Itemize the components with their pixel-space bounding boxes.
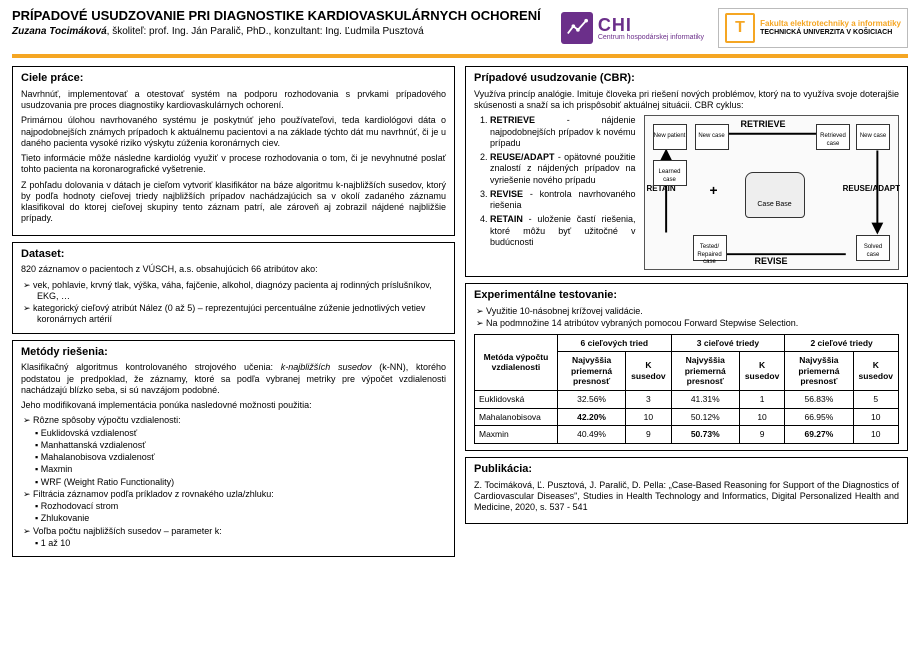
- list-item: RETRIEVE - nájdenie najpodobnejších príp…: [490, 115, 636, 149]
- methods-p2: Jeho modifikovaná implementácia ponúka n…: [21, 400, 446, 411]
- list-item: Využitie 10-násobnej krížovej validácie.: [474, 306, 899, 317]
- right-column: Prípadové usudzovanie (CBR): Využíva pri…: [465, 66, 908, 557]
- list-item: Euklidovská vzdialenosť: [21, 428, 446, 439]
- lbl-revise: REVISE: [755, 256, 788, 267]
- k-list: 1 až 10: [21, 538, 446, 549]
- cbr-body: RETRIEVE - nájdenie najpodobnejších príp…: [474, 115, 899, 270]
- header-text: PRÍPADOVÉ USUDZOVANIE PRI DIAGNOSTIKE KA…: [12, 8, 547, 39]
- methods-options2: Filtrácia záznamov podľa príkladov z rov…: [21, 489, 446, 500]
- chi-sub: Centrum hospodárskej informatiky: [598, 34, 704, 41]
- list-item: REVISE - kontrola navrhovaného riešenia: [490, 189, 636, 212]
- logo-chi: CHI Centrum hospodárskej informatiky: [555, 8, 710, 48]
- lbl-retrieve: RETRIEVE: [741, 119, 786, 130]
- list-item: WRF (Weight Ratio Functionality): [21, 477, 446, 488]
- chi-big: CHI: [598, 16, 704, 34]
- node-retrieved: Retrieved case: [816, 124, 850, 150]
- node-learned: Learned case: [653, 160, 687, 186]
- box-methods: Metódy riešenia: Klasifikačný algoritmus…: [12, 340, 455, 558]
- poster-root: PRÍPADOVÉ USUDZOVANIE PRI DIAGNOSTIKE KA…: [0, 0, 920, 563]
- author-name: Zuzana Tocimáková: [12, 26, 107, 37]
- goals-p4: Z pohľadu dolovania v dátach je cieľom v…: [21, 180, 446, 225]
- node-new: New patient: [653, 124, 687, 150]
- table-row: Mahalanobisova 42.20% 10 50.12% 10 66.95…: [475, 408, 899, 426]
- cbr-heading: Prípadové usudzovanie (CBR):: [474, 72, 899, 86]
- node-casebase: Case Base: [745, 172, 805, 218]
- logo-fei: T Fakulta elektrotechniky a informatiky …: [718, 8, 908, 48]
- accent-rule: [12, 54, 908, 58]
- cbr-intro: Využíva princíp analógie. Imituje človek…: [474, 89, 899, 112]
- fei-icon: T: [725, 13, 755, 43]
- list-item: Filtrácia záznamov podľa príkladov z rov…: [21, 489, 446, 500]
- list-item: Na podmnožine 14 atribútov vybraných pom…: [474, 318, 899, 329]
- list-item: kategorický cieľový atribút Nález (0 až …: [21, 303, 446, 326]
- box-dataset: Dataset: 820 záznamov o pacientoch z VÚS…: [12, 242, 455, 334]
- header: PRÍPADOVÉ USUDZOVANIE PRI DIAGNOSTIKE KA…: [12, 8, 908, 48]
- box-publication: Publikácia: Z. Tocimáková, Ľ. Pusztová, …: [465, 457, 908, 525]
- lbl-reuse: REUSE/ADAPT: [843, 184, 900, 194]
- list-item: Zhlukovanie: [21, 513, 446, 524]
- dataset-intro: 820 záznamov o pacientoch z VÚSCH, a.s. …: [21, 264, 446, 275]
- th-sub: Najvyššia priemerná presnosť: [785, 352, 853, 391]
- node-tested: Tested/ Repaired case: [693, 235, 727, 261]
- goals-heading: Ciele práce:: [21, 72, 446, 86]
- methods-options: Rôzne spôsoby výpočtu vzdialenosti:: [21, 415, 446, 426]
- poster-title: PRÍPADOVÉ USUDZOVANIE PRI DIAGNOSTIKE KA…: [12, 8, 547, 24]
- th-group: 2 cieľové triedy: [785, 334, 899, 352]
- table-row: Maxmin 40.49% 9 50.73% 9 69.27% 10: [475, 426, 899, 444]
- th-sub: Najvyššia priemerná presnosť: [557, 352, 625, 391]
- fei-line2: TECHNICKÁ UNIVERZITA V KOŠICIACH: [760, 29, 901, 37]
- goals-p1: Navrhnúť, implementovať a otestovať syst…: [21, 89, 446, 112]
- list-item: Mahalanobisova vzdialenosť: [21, 452, 446, 463]
- table-row: Euklidovská 32.56% 3 41.31% 1 56.83% 5: [475, 391, 899, 409]
- dataset-heading: Dataset:: [21, 248, 446, 262]
- list-item: vek, pohlavie, krvný tlak, výška, váha, …: [21, 280, 446, 303]
- box-goals: Ciele práce: Navrhnúť, implementovať a o…: [12, 66, 455, 236]
- box-experiments: Experimentálne testovanie: Využitie 10-n…: [465, 283, 908, 451]
- list-item: Rôzne spôsoby výpočtu vzdialenosti:: [21, 415, 446, 426]
- goals-p3: Tieto informácie môže následne kardiológ…: [21, 153, 446, 176]
- cbr-steps: RETRIEVE - nájdenie najpodobnejších príp…: [474, 115, 636, 270]
- cbr-diagram: + RETRIEVE REUSE/ADAPT REVISE RETAIN New…: [644, 115, 900, 270]
- authors-rest: , školiteľ: prof. Ing. Ján Paralič, PhD.…: [107, 26, 424, 37]
- results-table: Metóda výpočtu vzdialenosti 6 cieľových …: [474, 334, 899, 444]
- authors-line: Zuzana Tocimáková, školiteľ: prof. Ing. …: [12, 26, 547, 39]
- methods-p1: Klasifikačný algoritmus kontrolovaného s…: [21, 362, 446, 396]
- list-item: Voľba počtu najbližších susedov – parame…: [21, 526, 446, 537]
- exp-bullets: Využitie 10-násobnej krížovej validácie.…: [474, 306, 899, 330]
- methods-heading: Metódy riešenia:: [21, 346, 446, 360]
- chi-icon: [561, 12, 593, 44]
- th-sub: Najvyššia priemerná presnosť: [671, 352, 739, 391]
- node-solved: Solved case: [856, 235, 890, 261]
- node-newcase: New case: [695, 124, 729, 150]
- pub-text: Z. Tocimáková, Ľ. Pusztová, J. Paralič, …: [474, 480, 899, 514]
- columns: Ciele práce: Navrhnúť, implementovať a o…: [12, 66, 908, 557]
- methods-options3: Voľba počtu najbližších susedov – parame…: [21, 526, 446, 537]
- list-item: REUSE/ADAPT - opätovné použitie znalostí…: [490, 152, 636, 186]
- svg-text:+: +: [709, 182, 717, 198]
- chi-text: CHI Centrum hospodárskej informatiky: [598, 16, 704, 41]
- th-group: 3 cieľové triedy: [671, 334, 785, 352]
- table-row: Metóda výpočtu vzdialenosti 6 cieľových …: [475, 334, 899, 352]
- list-item: 1 až 10: [21, 538, 446, 549]
- node-newcase2: New case: [856, 124, 890, 150]
- dataset-list: vek, pohlavie, krvný tlak, výška, váha, …: [21, 280, 446, 326]
- pub-heading: Publikácia:: [474, 463, 899, 477]
- th-sub: K susedov: [853, 352, 898, 391]
- th-sub: K susedov: [626, 352, 671, 391]
- th-sub: K susedov: [739, 352, 784, 391]
- fei-text: Fakulta elektrotechniky a informatiky TE…: [760, 20, 901, 36]
- list-item: Maxmin: [21, 464, 446, 475]
- fei-line1: Fakulta elektrotechniky a informatiky: [760, 20, 901, 29]
- goals-p2: Primárnou úlohou navrhovaného systému je…: [21, 115, 446, 149]
- th-method: Metóda výpočtu vzdialenosti: [475, 334, 558, 391]
- list-item: RETAIN - uloženie častí riešenia, ktoré …: [490, 214, 636, 248]
- list-item: Rozhodovací strom: [21, 501, 446, 512]
- dist-list: Euklidovská vzdialenosť Manhattanská vzd…: [21, 428, 446, 488]
- box-cbr: Prípadové usudzovanie (CBR): Využíva pri…: [465, 66, 908, 277]
- filter-list: Rozhodovací strom Zhlukovanie: [21, 501, 446, 525]
- exp-heading: Experimentálne testovanie:: [474, 289, 899, 303]
- list-item: Manhattanská vzdialenosť: [21, 440, 446, 451]
- left-column: Ciele práce: Navrhnúť, implementovať a o…: [12, 66, 455, 557]
- th-group: 6 cieľových tried: [557, 334, 671, 352]
